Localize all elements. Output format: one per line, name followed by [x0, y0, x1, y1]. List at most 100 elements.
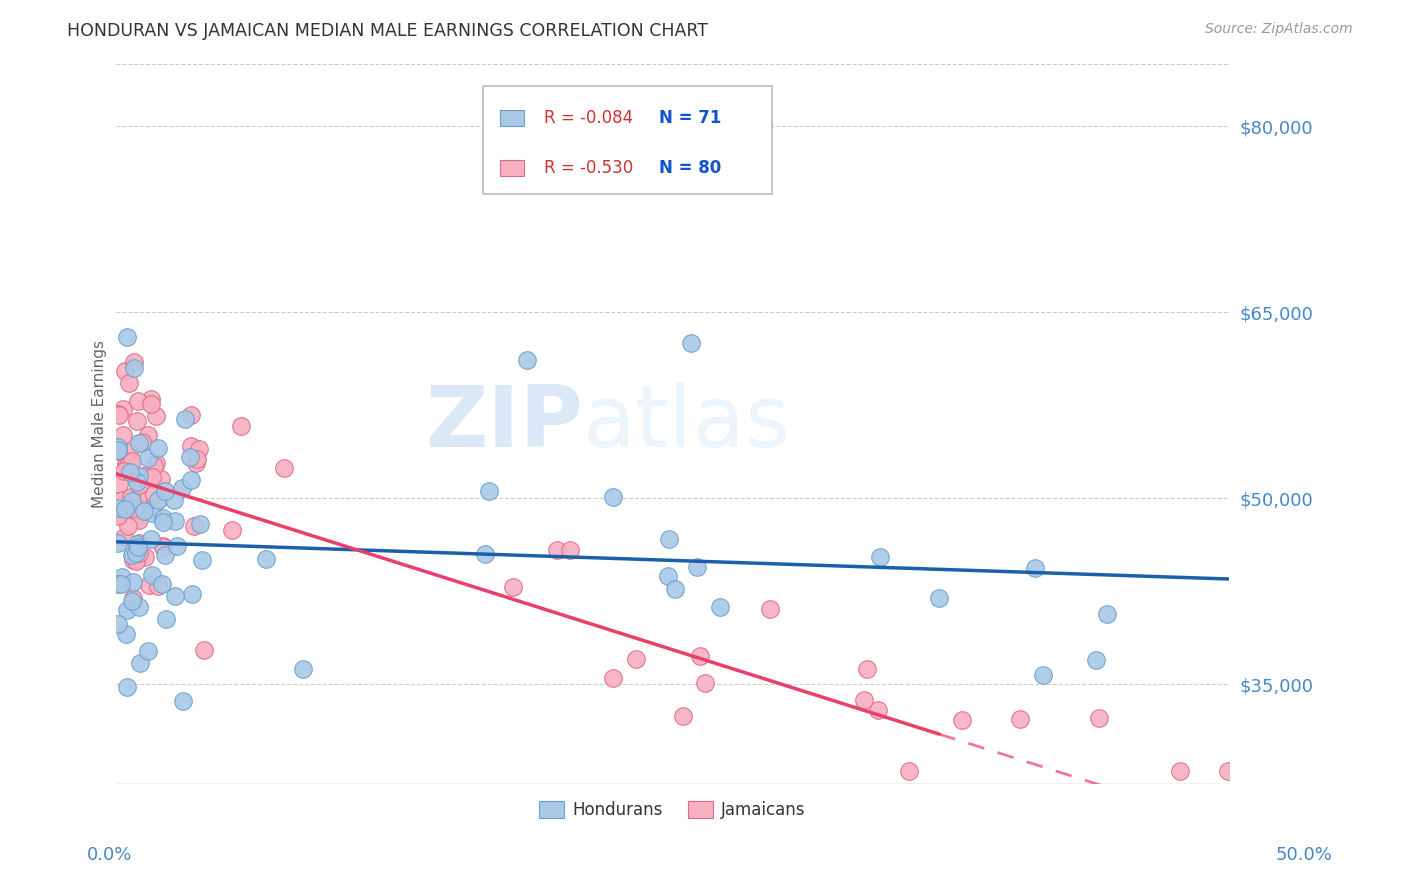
Point	[150, 577, 173, 591]
Point	[107, 407, 129, 421]
Point	[180, 474, 202, 488]
Point	[120, 490, 142, 504]
Point	[111, 402, 134, 417]
Point	[141, 506, 163, 520]
Point	[1010, 713, 1032, 727]
Point	[152, 539, 174, 553]
Point	[117, 519, 139, 533]
Point	[111, 570, 134, 584]
Point	[128, 513, 150, 527]
Point	[166, 539, 188, 553]
Point	[127, 537, 149, 551]
Point	[128, 536, 150, 550]
Point	[128, 477, 150, 491]
Point	[626, 651, 648, 665]
Point	[291, 661, 314, 675]
Point	[672, 709, 695, 723]
Point	[163, 589, 186, 603]
Point	[152, 540, 174, 554]
Point	[121, 453, 143, 467]
Point	[146, 579, 169, 593]
Point	[138, 578, 160, 592]
Point	[107, 500, 129, 515]
Point	[124, 355, 146, 369]
Point	[127, 509, 149, 524]
Point	[474, 547, 496, 561]
Point	[127, 492, 149, 507]
Point	[186, 452, 208, 467]
Point	[1097, 607, 1119, 621]
Point	[107, 576, 129, 591]
Point	[191, 553, 214, 567]
Point	[145, 409, 167, 423]
Point	[179, 450, 201, 464]
Point	[118, 456, 141, 470]
Point	[184, 456, 207, 470]
Point	[868, 703, 890, 717]
Point	[118, 465, 141, 479]
Point	[558, 542, 581, 557]
Text: HONDURAN VS JAMAICAN MEDIAN MALE EARNINGS CORRELATION CHART: HONDURAN VS JAMAICAN MEDIAN MALE EARNING…	[67, 22, 709, 40]
Point	[1088, 711, 1111, 725]
Point	[107, 508, 129, 523]
Point	[664, 582, 686, 596]
Point	[516, 353, 538, 368]
Point	[853, 692, 876, 706]
Point	[602, 671, 624, 685]
Point	[118, 445, 141, 459]
Text: atlas: atlas	[583, 383, 792, 466]
Point	[758, 602, 780, 616]
Point	[152, 515, 174, 529]
Point	[143, 459, 166, 474]
Text: N = 80: N = 80	[659, 160, 721, 178]
Point	[869, 550, 891, 565]
Point	[146, 441, 169, 455]
Point	[153, 484, 176, 499]
Point	[131, 501, 153, 516]
Point	[111, 428, 134, 442]
Point	[229, 418, 252, 433]
Point	[114, 501, 136, 516]
Point	[657, 569, 679, 583]
Point	[180, 408, 202, 422]
Point	[121, 494, 143, 508]
Point	[172, 694, 194, 708]
Point	[163, 493, 186, 508]
Point	[141, 532, 163, 546]
Point	[709, 599, 731, 614]
Point	[689, 649, 711, 664]
Point	[170, 482, 193, 496]
Y-axis label: Median Male Earnings: Median Male Earnings	[93, 340, 107, 508]
Point	[112, 530, 135, 544]
Point	[127, 414, 149, 428]
Point	[107, 616, 129, 631]
Text: R = -0.530: R = -0.530	[544, 160, 633, 178]
Point	[188, 442, 211, 457]
Point	[898, 764, 921, 779]
Text: Source: ZipAtlas.com: Source: ZipAtlas.com	[1205, 22, 1353, 37]
Point	[108, 476, 131, 491]
Point	[221, 523, 243, 537]
Point	[115, 680, 138, 694]
Point	[602, 490, 624, 504]
Legend: Hondurans, Jamaicans: Hondurans, Jamaicans	[533, 794, 813, 826]
FancyBboxPatch shape	[482, 86, 772, 194]
Point	[115, 626, 138, 640]
Point	[950, 713, 973, 727]
Point	[115, 455, 138, 469]
Point	[254, 551, 277, 566]
Point	[115, 603, 138, 617]
Point	[124, 361, 146, 376]
Point	[136, 644, 159, 658]
Text: ZIP: ZIP	[426, 383, 583, 466]
Point	[679, 336, 702, 351]
Point	[122, 548, 145, 562]
Point	[163, 514, 186, 528]
Point	[173, 411, 195, 425]
Point	[658, 532, 681, 546]
Point	[693, 675, 716, 690]
Point	[155, 612, 177, 626]
Point	[108, 408, 131, 422]
Point	[145, 456, 167, 470]
Point	[107, 442, 129, 457]
